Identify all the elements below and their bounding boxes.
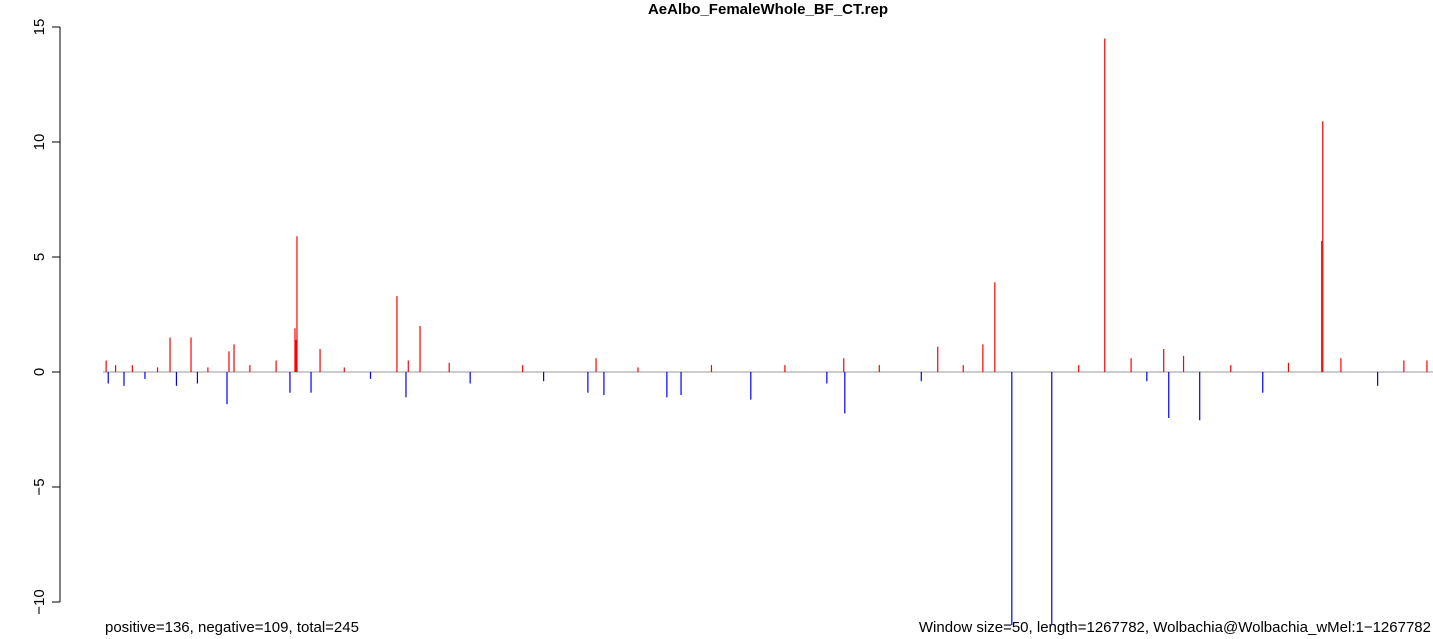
bar xyxy=(1163,349,1165,372)
bar xyxy=(666,372,668,398)
bar xyxy=(1403,360,1405,372)
bar xyxy=(105,360,107,372)
y-tick-label: 5 xyxy=(31,253,48,261)
bar xyxy=(1104,38,1106,372)
bar xyxy=(844,372,846,414)
bar xyxy=(107,372,109,384)
bar xyxy=(369,372,372,379)
bar xyxy=(296,236,298,372)
bar xyxy=(319,349,321,372)
bar xyxy=(156,367,159,372)
bar xyxy=(826,372,828,384)
bar xyxy=(207,367,209,372)
bar xyxy=(1078,365,1080,372)
y-tick-label: −5 xyxy=(31,478,48,495)
bar xyxy=(175,372,178,386)
bar xyxy=(196,372,199,384)
bar xyxy=(419,326,421,372)
y-tick-label: 0 xyxy=(31,368,48,376)
bar xyxy=(407,360,409,372)
chart-title: AeAlbo_FemaleWhole_BF_CT.rep xyxy=(648,1,888,18)
bar xyxy=(233,344,235,372)
annotation: Window size=50, length=1267782, Wolbachi… xyxy=(919,619,1431,636)
annotation: positive=136, negative=109, total=245 xyxy=(105,619,359,636)
bar xyxy=(131,365,133,372)
y-tick-label: −10 xyxy=(31,589,48,614)
bar xyxy=(294,328,296,372)
bar xyxy=(405,372,407,398)
bar xyxy=(595,358,597,372)
bar xyxy=(226,372,228,405)
bar xyxy=(295,339,297,372)
bar xyxy=(543,372,545,382)
bar xyxy=(920,372,922,382)
bar xyxy=(1377,372,1379,386)
bar xyxy=(1340,358,1342,372)
bar xyxy=(1287,362,1290,372)
bar xyxy=(680,372,682,395)
bar xyxy=(310,372,312,393)
bar xyxy=(878,365,880,372)
bar xyxy=(469,372,471,384)
bar xyxy=(1168,372,1170,418)
bar xyxy=(343,367,345,372)
bar xyxy=(1426,360,1428,372)
y-tick-label: 15 xyxy=(31,19,48,36)
bar xyxy=(1011,372,1013,625)
bar xyxy=(275,360,277,372)
bar xyxy=(289,372,291,393)
bar xyxy=(522,365,524,372)
bar xyxy=(994,282,996,372)
bar xyxy=(190,337,192,372)
bar xyxy=(396,296,398,372)
bar xyxy=(228,351,230,372)
y-tick-label: 10 xyxy=(31,134,48,151)
bar xyxy=(937,346,939,372)
bar xyxy=(1262,372,1264,393)
bar xyxy=(1146,372,1148,382)
bar xyxy=(1130,358,1132,372)
bar xyxy=(587,372,589,393)
bar xyxy=(962,365,964,372)
bar xyxy=(1051,372,1053,625)
bar xyxy=(169,337,171,372)
bar xyxy=(603,372,605,395)
bar xyxy=(123,372,125,386)
bar xyxy=(1182,355,1185,372)
bar xyxy=(1199,372,1201,421)
bar xyxy=(144,372,146,379)
bar xyxy=(1322,121,1324,372)
bar xyxy=(1230,365,1232,372)
bar xyxy=(982,344,984,372)
bar xyxy=(114,365,117,372)
bar xyxy=(637,367,639,372)
bar xyxy=(249,365,251,372)
bar xyxy=(1321,240,1323,372)
bar xyxy=(448,362,450,372)
bar xyxy=(784,365,786,372)
bar xyxy=(750,372,752,400)
bar xyxy=(710,365,713,372)
bar xyxy=(843,358,845,372)
